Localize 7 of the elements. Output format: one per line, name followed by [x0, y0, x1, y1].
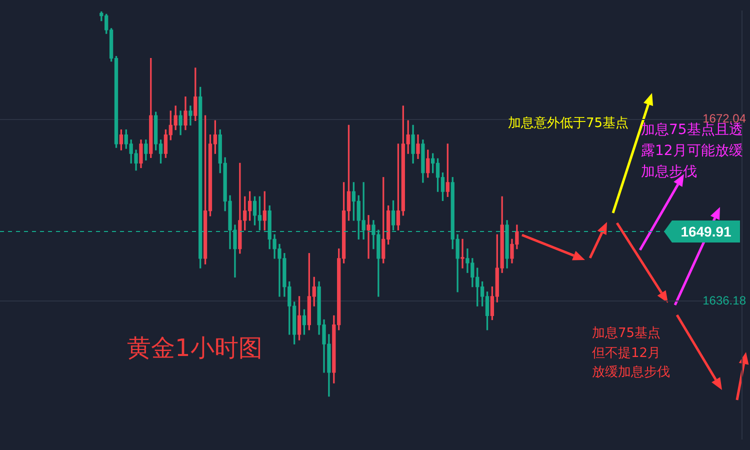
annotation: 加息75基点但不提12月放缓加息步伐 — [592, 325, 671, 382]
candlestick — [460, 238, 464, 268]
candlestick — [366, 215, 370, 259]
annotation: 黄金1小时图 — [127, 333, 264, 364]
ref-line-label: 1649.91 — [680, 223, 732, 240]
annotation: 加息意外低于75基点 — [508, 115, 630, 133]
y-tick-label: 1636.18 — [702, 293, 746, 308]
